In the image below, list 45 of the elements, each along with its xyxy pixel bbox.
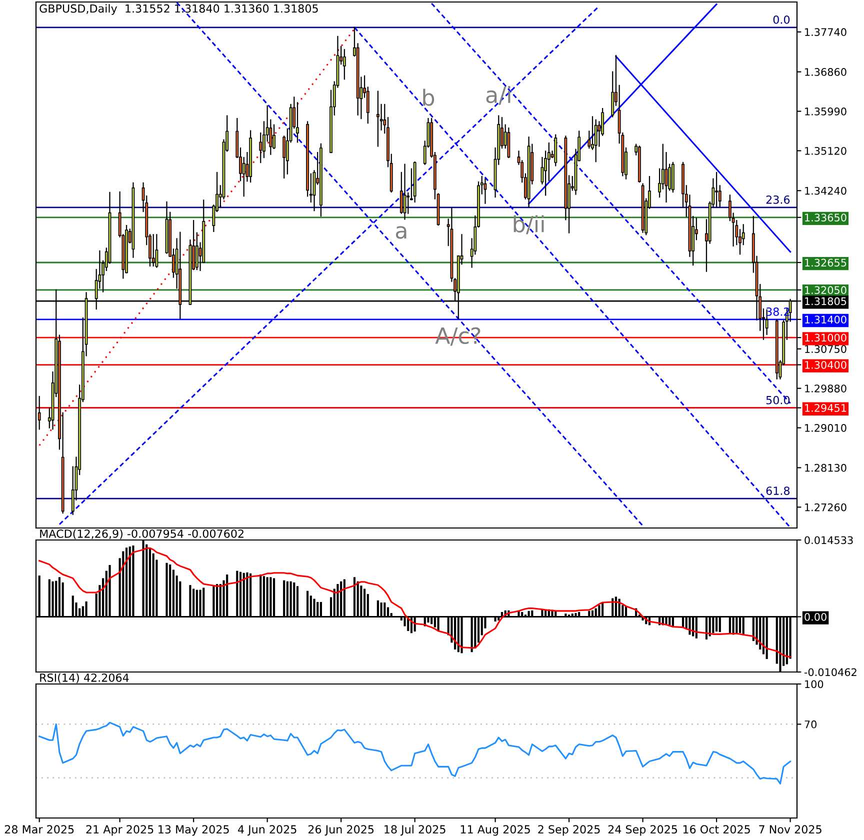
y-tick-label: -0.010462 bbox=[804, 668, 856, 676]
annotation: 0.0 bbox=[773, 15, 790, 24]
y-tick-label: 0.014533 bbox=[804, 536, 853, 544]
annotation: b bbox=[423, 88, 434, 106]
y-tick-label: 1.31400 bbox=[805, 316, 846, 324]
y-tick-label: 0.00 bbox=[804, 612, 826, 621]
y-tick-label: 1.32655 bbox=[805, 258, 846, 267]
x-tick-label: 13 May 2025 bbox=[158, 825, 229, 836]
x-tick-label: 16 Oct 2025 bbox=[683, 825, 750, 834]
annotation: a/i bbox=[486, 86, 510, 105]
y-tick-label: 1.31000 bbox=[805, 334, 846, 342]
annotation: a bbox=[396, 226, 406, 239]
annotation: 61.8 bbox=[766, 486, 790, 495]
x-tick-label: 18 Jul 2025 bbox=[384, 824, 446, 836]
y-tick-label: 1.28130 bbox=[805, 464, 846, 472]
y-tick-label: 1.34240 bbox=[805, 186, 846, 195]
x-tick-label: 11 Aug 2025 bbox=[460, 825, 530, 836]
x-tick-label: 4 Jun 2025 bbox=[238, 825, 296, 836]
chart-title: RSI(14) 42.2064 bbox=[40, 673, 129, 684]
x-tick-label: 26 Jun 2025 bbox=[308, 825, 374, 836]
annotation: 50.0 bbox=[766, 396, 790, 404]
x-tick-label: 28 Mar 2025 bbox=[4, 825, 74, 834]
x-tick-label: 24 Sep 2025 bbox=[608, 825, 678, 836]
y-tick-label: 70 bbox=[804, 720, 817, 728]
x-tick-label: 2 Sep 2025 bbox=[538, 825, 600, 836]
y-tick-label: 1.35990 bbox=[805, 108, 846, 116]
y-tick-label: 1.30750 bbox=[805, 345, 846, 353]
chart-title: MACD(12,26,9) -0.007954 -0.007602 bbox=[40, 529, 244, 540]
y-tick-label: 1.31805 bbox=[805, 297, 846, 306]
y-tick-label: 1.29010 bbox=[805, 424, 846, 432]
y-tick-label: 100 bbox=[805, 680, 824, 688]
y-tick-label: 1.33650 bbox=[805, 214, 846, 222]
y-tick-label: 1.37740 bbox=[805, 28, 846, 36]
y-tick-label: 1.29880 bbox=[805, 384, 846, 392]
chart-title: GBPUSD,Daily 1.31552 1.31840 1.31360 1.31805 bbox=[40, 4, 318, 15]
annotation: b/ii bbox=[514, 215, 544, 234]
x-tick-label: 21 Apr 2025 bbox=[86, 825, 154, 836]
y-tick-label: 1.32050 bbox=[805, 286, 846, 294]
y-tick-label: 1.36860 bbox=[805, 68, 846, 76]
annotation: 23.6 bbox=[766, 195, 790, 204]
y-tick-label: 1.30400 bbox=[805, 360, 846, 369]
y-tick-label: 1.35120 bbox=[805, 146, 846, 155]
x-tick-label: 7 Nov 2025 bbox=[759, 825, 822, 834]
y-tick-label: 1.29451 bbox=[805, 404, 846, 412]
y-tick-label: 1.27260 bbox=[805, 503, 846, 512]
